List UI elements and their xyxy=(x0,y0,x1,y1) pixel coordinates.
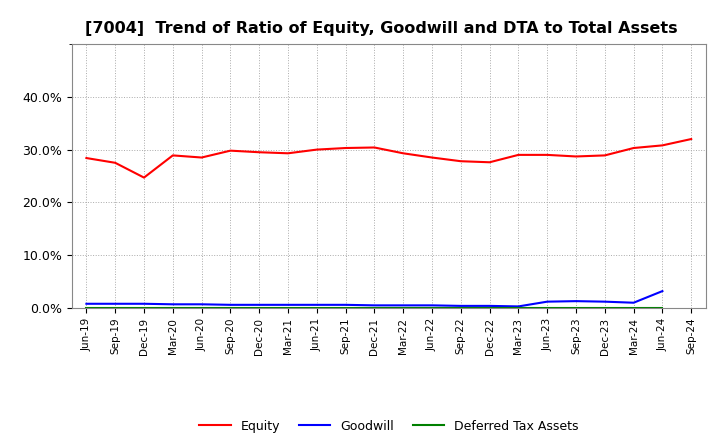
Goodwill xyxy=(543,299,552,304)
Goodwill xyxy=(485,303,494,308)
Equity xyxy=(370,145,379,150)
Goodwill xyxy=(111,301,120,306)
Equity xyxy=(600,153,609,158)
Deferred Tax Assets xyxy=(428,305,436,311)
Equity xyxy=(82,155,91,161)
Equity xyxy=(255,150,264,155)
Goodwill xyxy=(600,299,609,304)
Line: Goodwill: Goodwill xyxy=(86,291,662,306)
Goodwill xyxy=(82,301,91,306)
Deferred Tax Assets xyxy=(629,305,638,311)
Goodwill xyxy=(341,302,350,308)
Equity xyxy=(543,152,552,158)
Deferred Tax Assets xyxy=(658,305,667,311)
Deferred Tax Assets xyxy=(456,305,465,311)
Deferred Tax Assets xyxy=(255,305,264,311)
Equity xyxy=(514,152,523,158)
Equity xyxy=(341,145,350,150)
Goodwill xyxy=(514,304,523,309)
Equity xyxy=(687,136,696,142)
Goodwill xyxy=(629,300,638,305)
Goodwill xyxy=(168,302,177,307)
Goodwill xyxy=(399,303,408,308)
Equity xyxy=(658,143,667,148)
Deferred Tax Assets xyxy=(140,305,148,311)
Deferred Tax Assets xyxy=(82,305,91,311)
Deferred Tax Assets xyxy=(514,305,523,311)
Equity xyxy=(312,147,321,152)
Goodwill xyxy=(226,302,235,308)
Deferred Tax Assets xyxy=(341,305,350,311)
Equity xyxy=(485,160,494,165)
Goodwill xyxy=(456,303,465,308)
Equity xyxy=(428,155,436,160)
Deferred Tax Assets xyxy=(111,305,120,311)
Deferred Tax Assets xyxy=(284,305,292,311)
Deferred Tax Assets xyxy=(485,305,494,311)
Deferred Tax Assets xyxy=(168,305,177,311)
Deferred Tax Assets xyxy=(572,305,580,311)
Line: Equity: Equity xyxy=(86,139,691,178)
Deferred Tax Assets xyxy=(370,305,379,311)
Text: [7004]  Trend of Ratio of Equity, Goodwill and DTA to Total Assets: [7004] Trend of Ratio of Equity, Goodwil… xyxy=(85,21,678,36)
Goodwill xyxy=(428,303,436,308)
Legend: Equity, Goodwill, Deferred Tax Assets: Equity, Goodwill, Deferred Tax Assets xyxy=(194,414,583,437)
Equity xyxy=(629,145,638,150)
Goodwill xyxy=(255,302,264,308)
Equity xyxy=(168,153,177,158)
Deferred Tax Assets xyxy=(197,305,206,311)
Equity xyxy=(226,148,235,153)
Equity xyxy=(140,175,148,180)
Equity xyxy=(111,160,120,165)
Equity xyxy=(399,150,408,156)
Deferred Tax Assets xyxy=(312,305,321,311)
Goodwill xyxy=(572,298,580,304)
Deferred Tax Assets xyxy=(226,305,235,311)
Deferred Tax Assets xyxy=(600,305,609,311)
Equity xyxy=(284,150,292,156)
Equity xyxy=(456,158,465,164)
Goodwill xyxy=(312,302,321,308)
Deferred Tax Assets xyxy=(399,305,408,311)
Goodwill xyxy=(140,301,148,306)
Goodwill xyxy=(658,289,667,294)
Deferred Tax Assets xyxy=(543,305,552,311)
Equity xyxy=(572,154,580,159)
Goodwill xyxy=(284,302,292,308)
Equity xyxy=(197,155,206,160)
Goodwill xyxy=(370,303,379,308)
Goodwill xyxy=(197,302,206,307)
